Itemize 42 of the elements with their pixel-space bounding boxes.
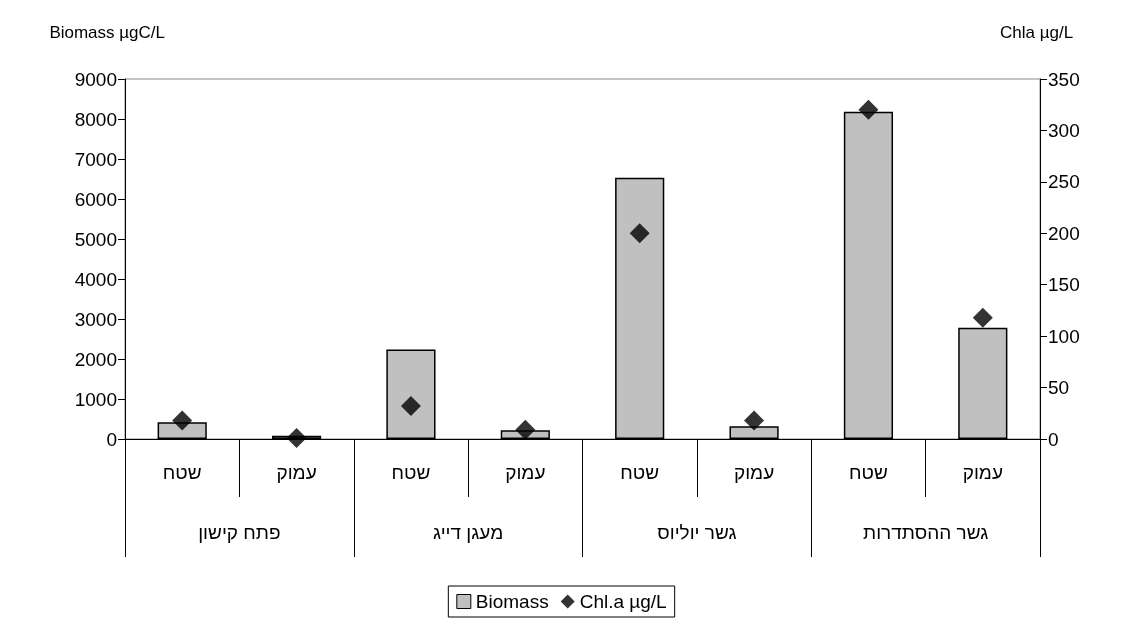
point	[858, 99, 879, 120]
y2-tick-label: 350	[1048, 68, 1080, 90]
y2-tick-label: 100	[1048, 325, 1080, 347]
y2-tick-label: 250	[1048, 171, 1080, 193]
y2-tick-label: 300	[1048, 119, 1080, 141]
x-tick-label: שטח	[391, 462, 431, 483]
y2-tick-label: 200	[1048, 222, 1080, 244]
x-tick-label: עמוק	[276, 462, 317, 483]
y2-tick-label: 50	[1048, 377, 1070, 399]
y-tick-label: 8000	[74, 108, 117, 130]
y2-tick-label: 150	[1048, 274, 1080, 296]
text: פתח קישון	[198, 522, 281, 543]
x-tick-label: עמוק	[733, 462, 775, 483]
x-tick-label: עמוק	[505, 462, 546, 483]
y-tick-label: 7000	[74, 148, 117, 170]
y-tick-label: 9000	[74, 68, 117, 90]
y-tick-label: 3000	[74, 308, 117, 330]
y-tick-label: 4000	[74, 268, 117, 290]
text: מעגן דייג	[433, 522, 504, 543]
x-tick-label: שטח	[849, 462, 888, 483]
text: גשר יוליוס	[657, 522, 737, 543]
point	[972, 307, 993, 328]
x-tick-label: עמוק	[962, 462, 1003, 483]
y2-tick-label: 0	[1048, 428, 1059, 450]
x-tick-label: שטח	[162, 462, 202, 483]
y-axis-title: Biomass µgC/L	[49, 23, 165, 42]
point	[286, 427, 307, 448]
point	[172, 410, 193, 431]
y-tick-label: 0	[106, 428, 117, 450]
y-tick-label: 2000	[74, 348, 117, 370]
x-tick-label: שטח	[620, 462, 660, 483]
point	[629, 223, 650, 244]
legend-label: Biomass	[475, 591, 549, 612]
y-tick-label: 5000	[74, 228, 117, 250]
y-tick-label: 6000	[74, 188, 117, 210]
y-tick-label: 1000	[74, 388, 117, 410]
point	[400, 396, 421, 417]
point	[515, 419, 536, 440]
point	[744, 410, 765, 431]
y2-axis-title: Chla µg/L	[1000, 23, 1074, 42]
legend-label: Chl.a µg/L	[579, 591, 667, 612]
text: גשר ההסתדרות	[863, 522, 989, 543]
